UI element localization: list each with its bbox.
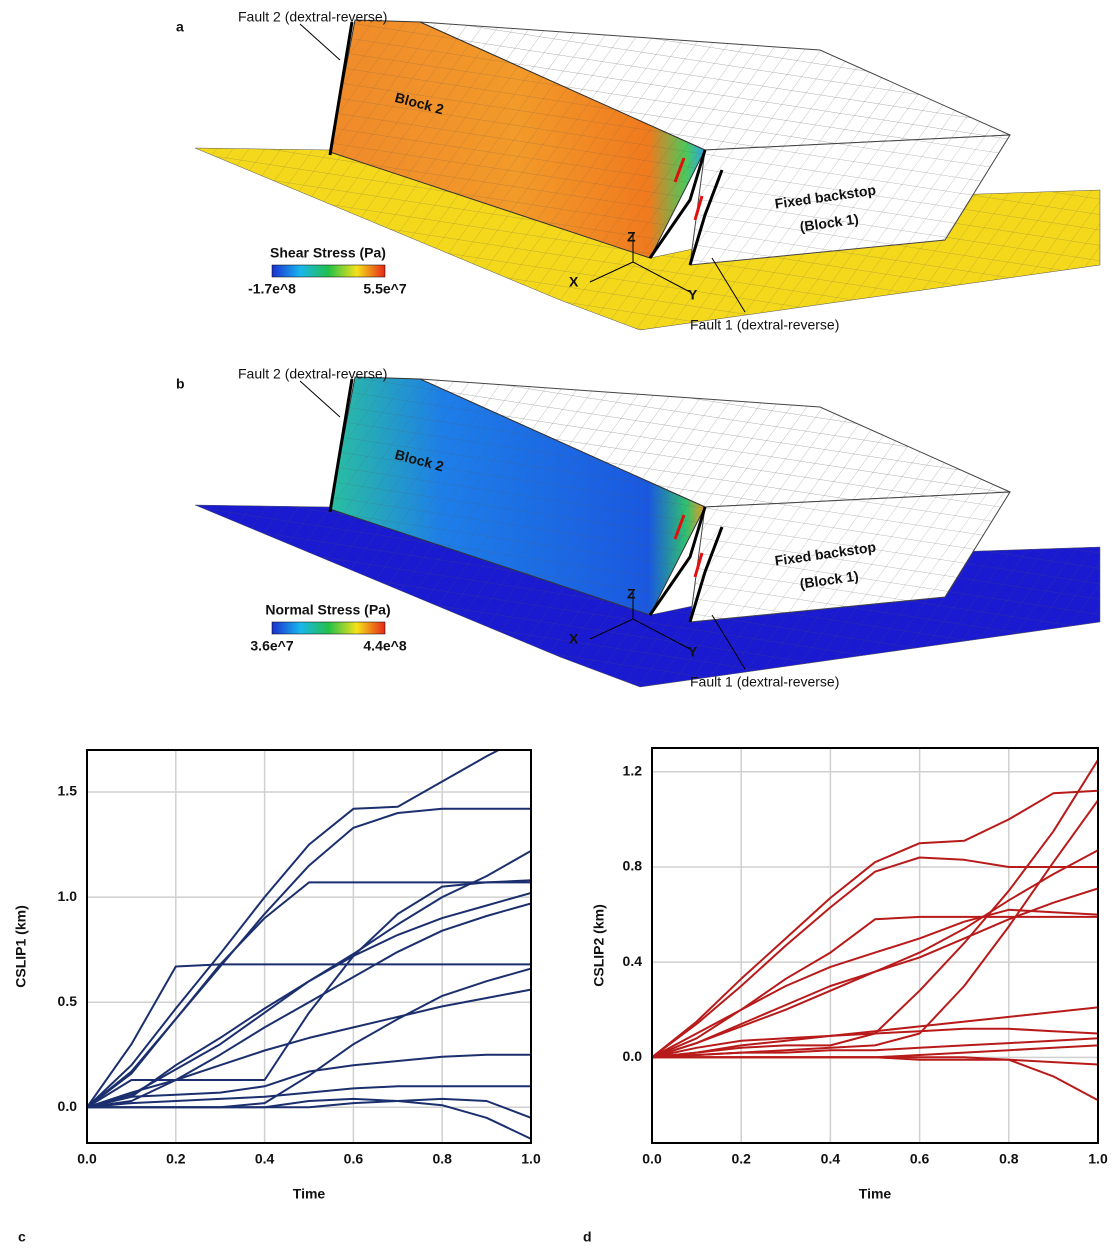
series-line bbox=[87, 882, 531, 1107]
series-line bbox=[652, 791, 1098, 1058]
colorbar bbox=[272, 622, 385, 634]
series-line bbox=[652, 800, 1098, 1057]
y-tick-label: 1.5 bbox=[58, 783, 78, 799]
series-line bbox=[652, 1057, 1098, 1064]
y-axis-label: CSLIP2 (km) bbox=[591, 904, 607, 986]
series-line bbox=[87, 880, 531, 1107]
series-line bbox=[652, 760, 1098, 1057]
x-tick-label: 0.8 bbox=[999, 1151, 1019, 1167]
x-tick-label: 0.4 bbox=[255, 1151, 275, 1167]
colorbar-max: 4.4e^8 bbox=[363, 638, 406, 654]
y-tick-label: 0.4 bbox=[623, 953, 643, 969]
series-line bbox=[87, 1099, 531, 1139]
fault2-label: Fault 2 (dextral-reverse) bbox=[238, 366, 387, 382]
series-line bbox=[87, 733, 531, 1107]
series-line bbox=[87, 809, 531, 1108]
series-line bbox=[652, 850, 1098, 1057]
series-line bbox=[652, 1045, 1098, 1057]
x-axis-label: Time bbox=[859, 1186, 892, 1202]
y-tick-label: 0.0 bbox=[623, 1048, 643, 1064]
panel-label: d bbox=[583, 1229, 592, 1245]
axis-label: Z bbox=[627, 229, 636, 245]
colorbar-title: Shear Stress (Pa) bbox=[270, 245, 386, 261]
x-tick-label: 1.0 bbox=[521, 1151, 541, 1167]
panel-label: a bbox=[176, 19, 184, 35]
series-line bbox=[652, 1038, 1098, 1057]
y-tick-label: 0.5 bbox=[58, 993, 78, 1009]
leader-line bbox=[300, 381, 340, 417]
plot-lines bbox=[87, 733, 531, 1139]
x-tick-label: 1.0 bbox=[1088, 1151, 1108, 1167]
x-tick-label: 0.0 bbox=[77, 1151, 97, 1167]
panel-label: b bbox=[176, 376, 185, 392]
colorbar-min: -1.7e^8 bbox=[248, 281, 296, 297]
y-axis-label: CSLIP1 (km) bbox=[13, 905, 29, 987]
y-tick-label: 0.8 bbox=[623, 858, 643, 874]
x-tick-label: 0.4 bbox=[821, 1151, 841, 1167]
series-line bbox=[652, 917, 1098, 1057]
colorbar-max: 5.5e^7 bbox=[363, 281, 406, 297]
figure: aFault 2 (dextral-reverse)Block 2Fixed b… bbox=[0, 0, 1115, 1260]
x-axis-label: Time bbox=[293, 1186, 326, 1202]
fault1-label: Fault 1 (dextral-reverse) bbox=[690, 674, 839, 690]
x-tick-label: 0.6 bbox=[910, 1151, 930, 1167]
colorbar bbox=[272, 265, 385, 277]
colorbar-title: Normal Stress (Pa) bbox=[265, 602, 390, 618]
fault1-label: Fault 1 (dextral-reverse) bbox=[690, 317, 839, 333]
x-tick-label: 0.6 bbox=[344, 1151, 364, 1167]
axis-label: Z bbox=[627, 586, 636, 602]
x-tick-label: 0.2 bbox=[166, 1151, 186, 1167]
leader-line bbox=[300, 24, 340, 60]
x-tick-label: 0.0 bbox=[642, 1151, 662, 1167]
axis-label: Y bbox=[688, 287, 698, 303]
x-tick-label: 0.2 bbox=[731, 1151, 751, 1167]
axis-label: Y bbox=[688, 644, 698, 660]
y-tick-label: 1.0 bbox=[58, 888, 78, 904]
axis-label: X bbox=[569, 274, 579, 290]
x-tick-label: 0.8 bbox=[432, 1151, 452, 1167]
series-line bbox=[652, 1057, 1098, 1100]
axis-label: X bbox=[569, 631, 579, 647]
y-tick-label: 1.2 bbox=[623, 762, 643, 778]
panel-label: c bbox=[18, 1229, 26, 1245]
plot-lines bbox=[652, 760, 1098, 1100]
fault2-label: Fault 2 (dextral-reverse) bbox=[238, 9, 387, 25]
colorbar-min: 3.6e^7 bbox=[250, 638, 293, 654]
y-tick-label: 0.0 bbox=[58, 1098, 78, 1114]
series-line bbox=[87, 851, 531, 1107]
